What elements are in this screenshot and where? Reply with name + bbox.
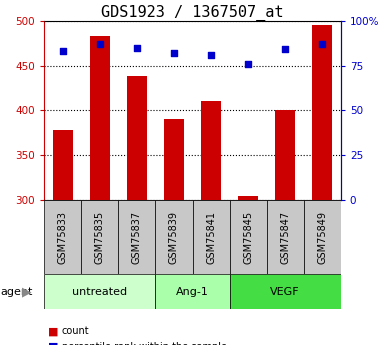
Text: agent: agent [0,287,33,296]
Point [97,41,103,47]
Bar [275,110,295,200]
Bar [312,25,332,200]
Text: untreated: untreated [72,287,127,296]
Bar [267,200,304,274]
Text: Ang-1: Ang-1 [176,287,209,296]
Bar [119,200,156,274]
Bar [238,196,258,200]
Point [134,45,140,50]
Title: GDS1923 / 1367507_at: GDS1923 / 1367507_at [101,4,284,21]
Point [208,52,214,58]
Text: ■: ■ [48,326,59,336]
Bar [90,36,110,200]
Point [319,41,325,47]
Bar [156,274,229,309]
Bar [81,200,119,274]
Text: GSM75847: GSM75847 [280,211,290,264]
Bar [44,200,81,274]
Point [282,47,288,52]
Text: GSM75837: GSM75837 [132,211,142,264]
Text: GSM75839: GSM75839 [169,211,179,264]
Point [245,61,251,67]
Text: GSM75835: GSM75835 [95,211,105,264]
Text: VEGF: VEGF [270,287,300,296]
Text: count: count [62,326,89,336]
Text: GSM75841: GSM75841 [206,211,216,264]
Point [60,48,66,54]
Bar [164,119,184,200]
Bar [192,200,229,274]
Point [171,50,177,56]
Bar [304,200,341,274]
Text: GSM75849: GSM75849 [317,211,327,264]
Bar [44,274,156,309]
Bar [229,200,266,274]
Bar [229,274,341,309]
Bar [156,200,192,274]
Bar [201,101,221,200]
Text: percentile rank within the sample: percentile rank within the sample [62,342,227,345]
Text: ■: ■ [48,342,59,345]
Text: ▶: ▶ [22,285,32,298]
Bar [127,76,147,200]
Bar [53,130,73,200]
Text: GSM75845: GSM75845 [243,211,253,264]
Text: GSM75833: GSM75833 [58,211,68,264]
